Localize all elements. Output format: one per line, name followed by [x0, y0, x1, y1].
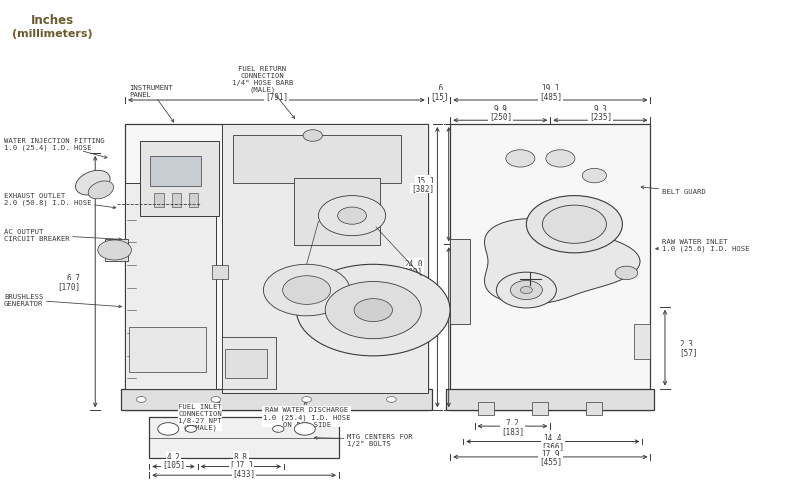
Text: BELT GUARD: BELT GUARD — [641, 187, 705, 195]
Text: [170]: [170] — [57, 281, 81, 290]
Text: [455]: [455] — [539, 456, 562, 466]
Text: [227]: [227] — [411, 327, 434, 336]
Text: 4.2: 4.2 — [166, 452, 181, 461]
Text: RAW WATER DISCHARGE
1.0 (25.4) I.D. HOSE
ON FAR SIDE: RAW WATER DISCHARGE 1.0 (25.4) I.D. HOSE… — [263, 402, 350, 427]
Text: [250]: [250] — [489, 112, 512, 121]
Circle shape — [496, 273, 556, 308]
Text: .6: .6 — [434, 84, 444, 93]
Circle shape — [521, 287, 533, 294]
Bar — [450, 239, 470, 324]
Text: MTG CENTERS FOR
1/2" BOLTS: MTG CENTERS FOR 1/2" BOLTS — [314, 432, 412, 446]
Text: [366]: [366] — [541, 441, 564, 450]
Bar — [172, 194, 181, 207]
Text: 6.7: 6.7 — [67, 274, 81, 283]
Text: [609]: [609] — [399, 267, 423, 276]
Bar — [222, 337, 276, 389]
Bar — [479, 402, 495, 415]
Text: 8.8: 8.8 — [234, 452, 248, 461]
Text: [183]: [183] — [501, 426, 524, 435]
Bar — [149, 418, 339, 458]
Circle shape — [337, 208, 366, 225]
Bar — [129, 327, 207, 372]
Bar — [634, 324, 650, 359]
Text: [235]: [235] — [589, 112, 612, 121]
Circle shape — [526, 196, 622, 253]
Text: 9.9: 9.9 — [493, 104, 508, 113]
Text: 19.1: 19.1 — [541, 84, 559, 93]
Circle shape — [296, 265, 450, 356]
Circle shape — [303, 131, 323, 142]
Text: FUEL INLET
CONNECTION
1/8-27 NPT
(FEMALE): FUEL INLET CONNECTION 1/8-27 NPT (FEMALE… — [178, 403, 222, 431]
Circle shape — [136, 396, 146, 402]
Bar — [222, 125, 428, 393]
Bar — [125, 125, 428, 410]
Text: 24.0: 24.0 — [404, 259, 423, 268]
Polygon shape — [484, 219, 640, 304]
Circle shape — [325, 282, 421, 339]
Text: 14.4: 14.4 — [544, 433, 562, 443]
Bar — [533, 402, 549, 415]
Text: [222]: [222] — [229, 459, 253, 468]
Text: 31.1: 31.1 — [267, 84, 286, 93]
Bar — [140, 142, 219, 216]
Bar — [225, 349, 267, 378]
Circle shape — [282, 276, 331, 305]
Bar — [295, 179, 380, 246]
Text: FUEL RETURN
CONNECTION
1/4" HOSE BARB
(MALE): FUEL RETURN CONNECTION 1/4" HOSE BARB (M… — [232, 65, 295, 119]
Bar — [587, 402, 603, 415]
Text: 17.1: 17.1 — [235, 460, 253, 469]
Bar — [211, 265, 228, 279]
Circle shape — [273, 426, 284, 432]
Circle shape — [98, 240, 132, 261]
Bar — [154, 194, 164, 207]
Ellipse shape — [88, 181, 114, 200]
Bar — [232, 135, 401, 184]
Circle shape — [615, 266, 638, 280]
Text: EXHAUST OUTLET
2.0 (50.8) I.D. HOSE: EXHAUST OUTLET 2.0 (50.8) I.D. HOSE — [4, 192, 116, 209]
Text: INSTRUMENT
PANEL: INSTRUMENT PANEL — [129, 84, 174, 123]
Text: [791]: [791] — [265, 92, 288, 101]
Bar — [121, 389, 432, 410]
Text: [15]: [15] — [430, 92, 448, 101]
Bar — [189, 194, 199, 207]
Text: [485]: [485] — [539, 92, 562, 101]
Text: (millimeters): (millimeters) — [12, 29, 93, 39]
Text: Inches: Inches — [31, 14, 74, 27]
Circle shape — [295, 423, 316, 435]
Text: 2.3: 2.3 — [679, 340, 693, 348]
Text: AC OUTPUT
CIRCUIT BREAKER: AC OUTPUT CIRCUIT BREAKER — [4, 228, 122, 242]
Circle shape — [186, 426, 197, 432]
Circle shape — [387, 396, 396, 402]
Circle shape — [211, 396, 221, 402]
Text: RAW WATER INLET
1.0 (25.6) I.D. HOSE: RAW WATER INLET 1.0 (25.6) I.D. HOSE — [655, 238, 749, 252]
Text: 7.2: 7.2 — [505, 418, 520, 427]
Bar — [125, 183, 215, 389]
Text: [433]: [433] — [232, 468, 256, 477]
Text: WATER INJECTION FITTING
1.0 (25.4) I.D. HOSE: WATER INJECTION FITTING 1.0 (25.4) I.D. … — [4, 137, 107, 159]
Circle shape — [158, 423, 178, 435]
Circle shape — [354, 299, 392, 322]
Circle shape — [506, 150, 535, 168]
Bar — [450, 125, 650, 410]
Ellipse shape — [76, 171, 110, 195]
Text: [57]: [57] — [679, 348, 698, 356]
Text: BRUSHLESS
GENERATOR: BRUSHLESS GENERATOR — [4, 293, 122, 308]
Circle shape — [542, 206, 606, 244]
Circle shape — [319, 196, 386, 236]
Text: 17.9: 17.9 — [541, 449, 559, 458]
Bar — [149, 157, 201, 187]
Bar — [446, 389, 654, 410]
Circle shape — [510, 281, 542, 300]
Text: 15.1: 15.1 — [416, 177, 434, 185]
Circle shape — [302, 396, 312, 402]
Circle shape — [263, 265, 350, 316]
Text: 9.3: 9.3 — [593, 104, 608, 113]
Bar — [105, 239, 128, 262]
Text: [105]: [105] — [162, 459, 185, 468]
Text: [382]: [382] — [411, 184, 434, 193]
Circle shape — [583, 169, 607, 183]
Text: 8.9: 8.9 — [420, 319, 434, 328]
Circle shape — [546, 150, 575, 168]
